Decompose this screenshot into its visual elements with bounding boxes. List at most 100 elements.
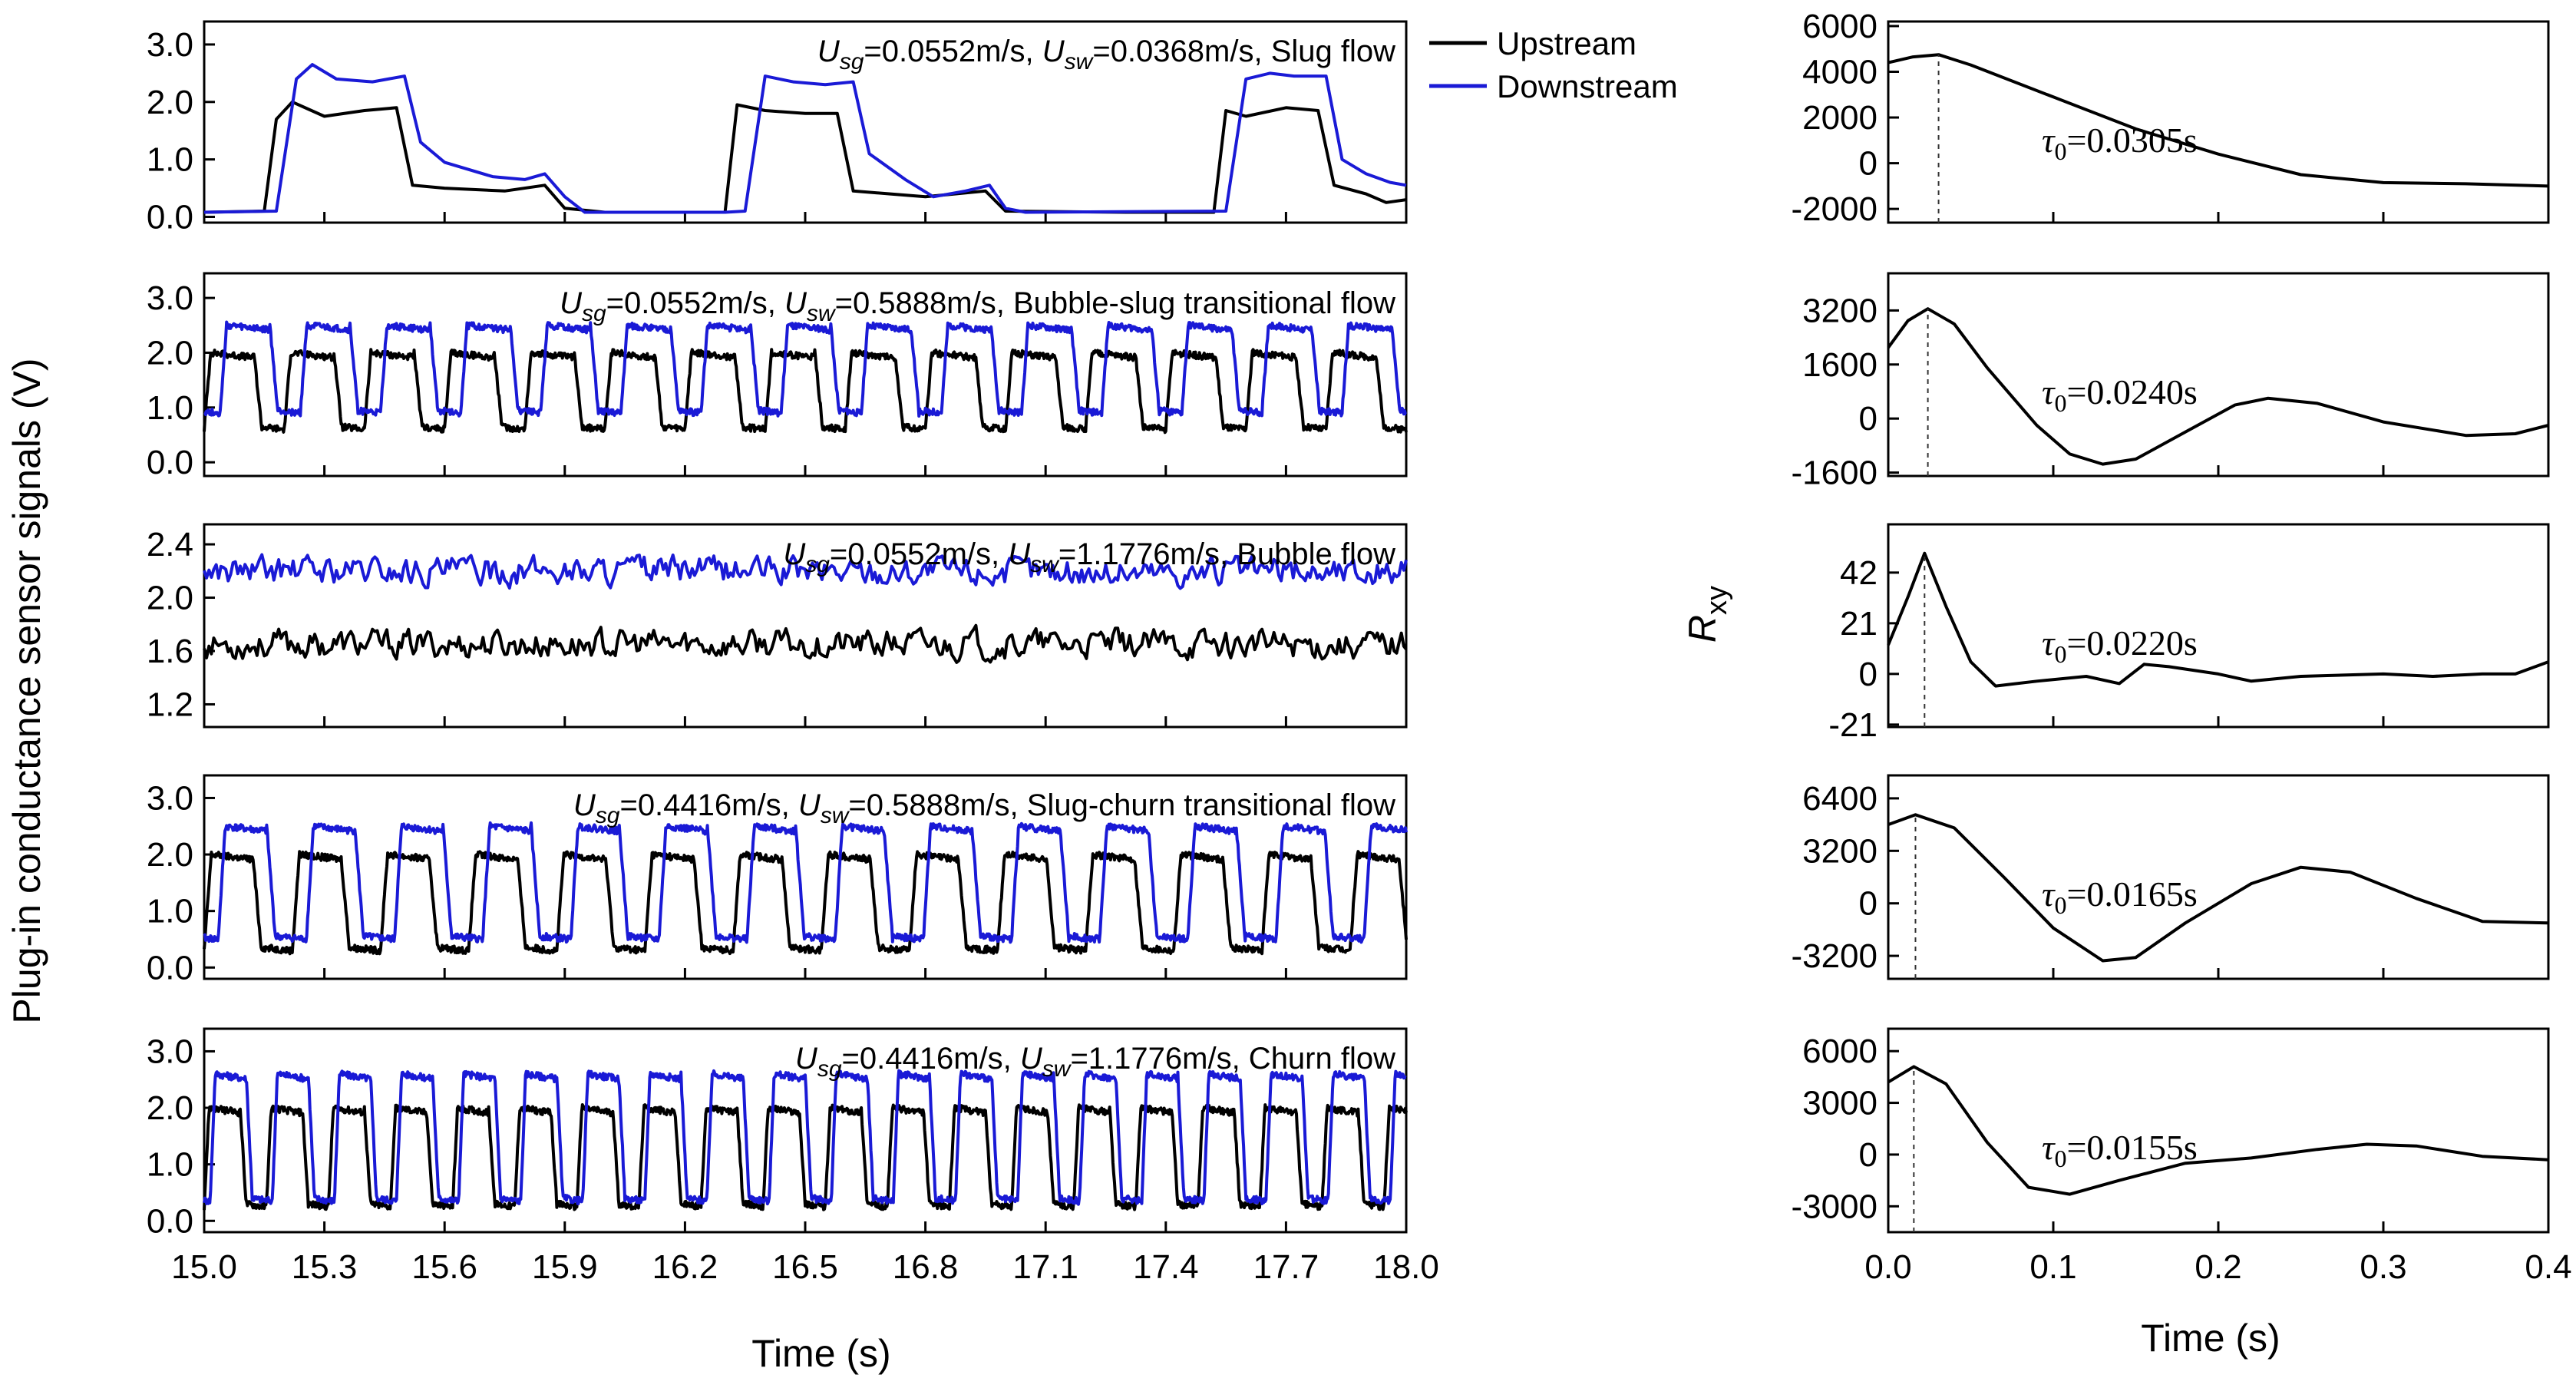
series-line-signal-3-upstream <box>203 623 1408 664</box>
y-tick-label: 0.0 <box>147 444 193 481</box>
y-tick-label: 0.0 <box>147 1202 193 1240</box>
annotation-part: =0.0552m/s, <box>606 286 784 320</box>
annotation-part: =1.1776m/s, Churn flow <box>1070 1042 1395 1076</box>
y-tick-label: 2.0 <box>147 580 193 617</box>
annotation-part: =0.0368m/s, Slug flow <box>1092 35 1395 68</box>
text-layer: 0.01.02.03.0 Usg=0.0552m/s, Usw=0.0368m/s… <box>147 8 2572 1286</box>
x-tick-label: 15.0 <box>171 1248 237 1286</box>
annotation-part: sw <box>1065 49 1095 74</box>
y-tick-label: 2.0 <box>147 334 193 372</box>
series-line-signal-5-downstream <box>203 1069 1407 1206</box>
y-tick-label: 2.4 <box>147 526 193 563</box>
y-tick-label: 1.6 <box>147 633 193 670</box>
x-tick-label: 0.3 <box>2360 1248 2406 1286</box>
panel-annotation-signal-4: Usg=0.4416m/s, Usw=0.5888m/s, Slug-churn… <box>573 788 1395 828</box>
tau-value: =0.0240s <box>2066 372 2197 411</box>
y-tick-label: 0 <box>1859 400 1878 438</box>
tau-value: =0.0305s <box>2066 121 2197 160</box>
tau-value: =0.0220s <box>2066 623 2197 663</box>
annotation-part: sg <box>596 803 620 828</box>
y-tick-label: 1.0 <box>147 893 193 930</box>
left-y-axis-label: Plug-in conductance sensor signals (V) <box>5 358 48 1023</box>
y-tick-label: 2.0 <box>147 836 193 874</box>
series-line-signal-4-upstream <box>203 850 1408 956</box>
right-y-axis-label-main: R <box>1681 615 1724 643</box>
legend: Upstream Downstream <box>1429 25 1678 104</box>
panel-annotation-signal-5: Usg=0.4416m/s, Usw=1.1776m/s, Churn flow <box>795 1042 1395 1082</box>
annotation-part: U <box>1008 537 1031 571</box>
tau-subscript: 0 <box>2054 389 2066 417</box>
tau-symbol: τ <box>2042 623 2056 663</box>
annotation-part: sw <box>1030 552 1060 577</box>
series-line-signal-2-downstream <box>203 320 1407 418</box>
right-y-axis-label: Rxy <box>1681 586 1733 643</box>
y-tick-label: 2000 <box>1802 99 1878 137</box>
y-tick-label: 21 <box>1840 605 1878 643</box>
series-line-signal-4-downstream <box>203 821 1408 944</box>
annotation-part: =0.0552m/s, <box>864 35 1042 68</box>
right-y-axis-label-sub: xy <box>1701 586 1733 615</box>
y-tick-label: -3200 <box>1791 937 1878 975</box>
tau-label-corr-2: τ0=0.0240s <box>2042 372 2198 417</box>
y-tick-label: 42 <box>1840 554 1878 592</box>
y-tick-label: -3000 <box>1791 1188 1878 1225</box>
x-tick-label: 0.4 <box>2525 1248 2571 1286</box>
x-tick-label: 0.2 <box>2195 1248 2241 1286</box>
annotation-part: sw <box>807 301 837 326</box>
tau-symbol: τ <box>2042 121 2056 160</box>
y-tick-label: 3000 <box>1802 1085 1878 1122</box>
y-tick-label: 6000 <box>1802 8 1878 45</box>
annotation-part: U <box>560 286 583 320</box>
panel-frame-corr-3 <box>1887 523 2550 729</box>
tau-value: =0.0165s <box>2066 874 2197 914</box>
y-tick-label: 3.0 <box>147 1033 193 1070</box>
annotation-part: sg <box>805 552 830 577</box>
series-line-corr-5-rxy <box>1887 1065 2549 1196</box>
y-tick-label: 0.0 <box>147 949 193 986</box>
panel-frame-corr-1 <box>1887 20 2550 224</box>
series-line-signal-1-downstream <box>203 63 1407 214</box>
series-line-signal-5-upstream <box>203 1103 1408 1211</box>
axes-layer <box>203 20 2550 1234</box>
annotation-part: =0.5888m/s, Bubble-slug transitional flo… <box>835 286 1396 320</box>
annotation-part: sw <box>821 803 850 828</box>
series-line-corr-1-rxy <box>1887 53 2549 188</box>
x-tick-label: 16.8 <box>893 1248 959 1286</box>
annotation-part: sg <box>840 49 864 74</box>
x-tick-label: 16.2 <box>652 1248 718 1286</box>
y-tick-label: 0 <box>1859 656 1878 693</box>
x-tick-label: 15.9 <box>532 1248 598 1286</box>
left-x-axis-label: Time (s) <box>751 1332 890 1375</box>
legend-upstream-label: Upstream <box>1497 25 1636 61</box>
x-tick-label: 16.5 <box>772 1248 838 1286</box>
annotation-part: U <box>817 35 841 68</box>
annotation-part: U <box>573 788 596 822</box>
x-tick-label: 17.4 <box>1133 1248 1199 1286</box>
x-tick-label: 17.7 <box>1253 1248 1319 1286</box>
panel-annotation-signal-1: Usg=0.0552m/s, Usw=0.0368m/s, Slug flow <box>817 35 1395 74</box>
y-tick-label: 4000 <box>1802 54 1878 91</box>
tau-label-corr-4: τ0=0.0165s <box>2042 874 2198 919</box>
tau-value: =0.0155s <box>2066 1128 2197 1167</box>
y-tick-label: 6000 <box>1802 1033 1878 1070</box>
y-tick-label: 1600 <box>1802 346 1878 384</box>
series-line-signal-3-downstream <box>203 553 1408 590</box>
x-tick-label: 0.1 <box>2029 1248 2076 1286</box>
y-tick-label: 0 <box>1859 885 1878 923</box>
tau-label-corr-1: τ0=0.0305s <box>2042 121 2198 165</box>
panel-frame-corr-2 <box>1887 272 2550 478</box>
series-line-signal-1-upstream <box>203 100 1407 214</box>
y-tick-label: 1.0 <box>147 389 193 427</box>
tau-symbol: τ <box>2042 372 2056 411</box>
tau-subscript: 0 <box>2054 891 2066 919</box>
annotation-part: =1.1776m/s, Bubble flow <box>1058 537 1395 571</box>
y-tick-label: -2000 <box>1791 190 1878 228</box>
annotation-part: U <box>784 286 807 320</box>
annotation-part: =0.4416m/s, <box>619 788 798 822</box>
series-line-corr-3-rxy <box>1887 551 2549 688</box>
tau-subscript: 0 <box>2054 137 2066 165</box>
annotation-part: U <box>798 788 821 822</box>
y-tick-label: 1.0 <box>147 141 193 179</box>
series-line-corr-4-rxy <box>1887 813 2549 963</box>
